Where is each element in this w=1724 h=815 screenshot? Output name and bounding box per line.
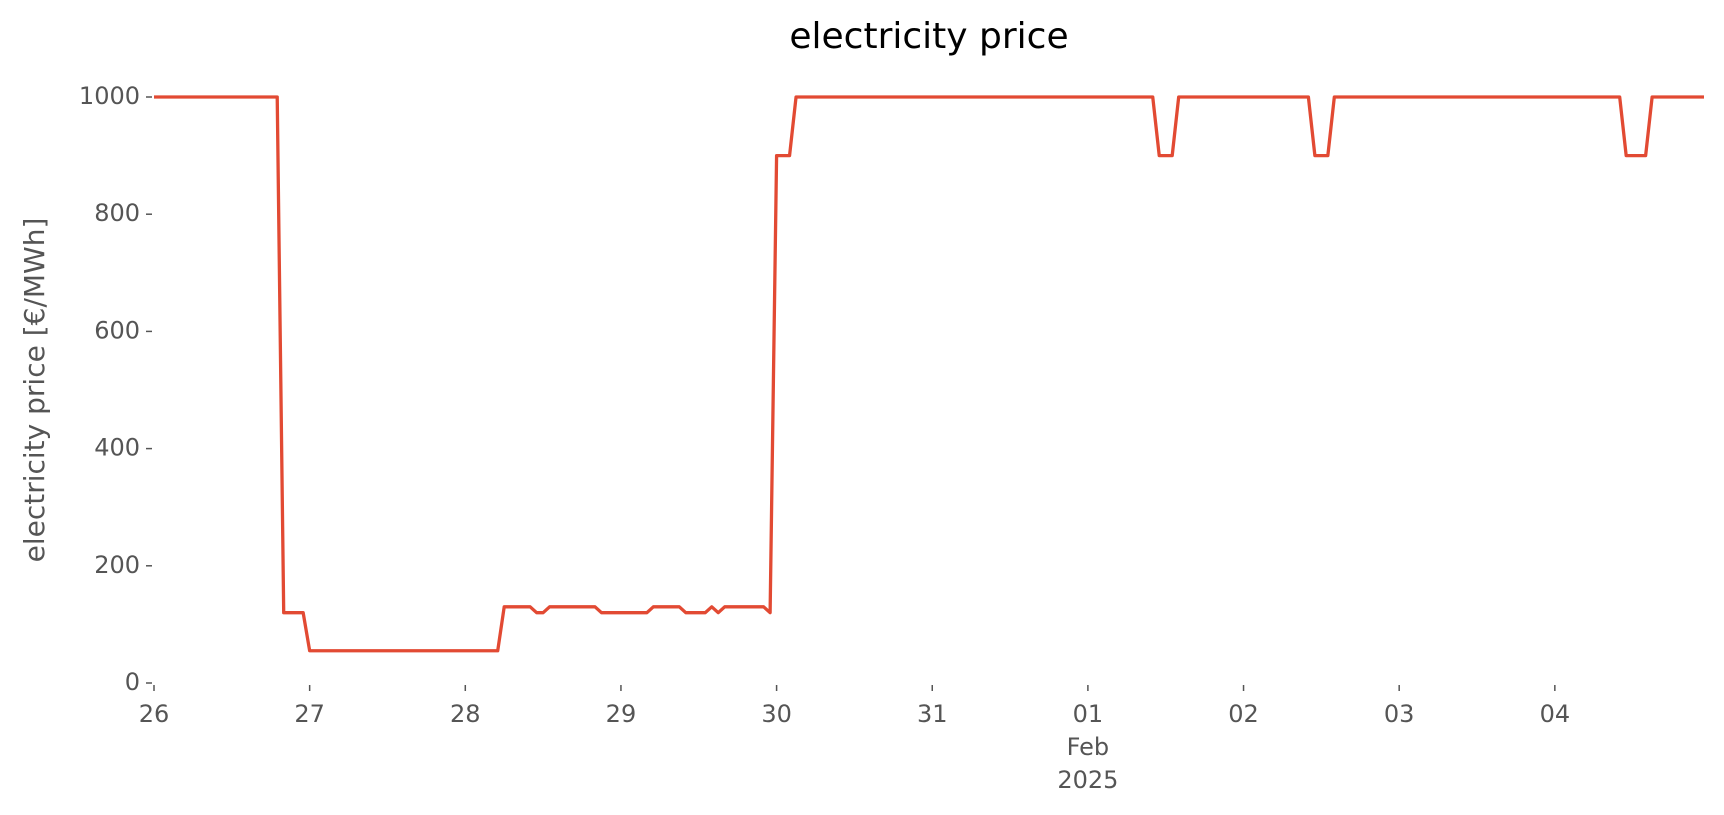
x-tick-label: 03	[1384, 700, 1415, 728]
y-tick-label: 1000	[79, 82, 140, 110]
x-tick-label: 02	[1228, 700, 1259, 728]
y-axis-label: electricity price [€/MWh]	[18, 218, 51, 563]
chart-title: electricity price	[789, 16, 1068, 57]
y-tick-label: 800	[94, 199, 140, 227]
x-tick-label: 27	[294, 700, 325, 728]
line	[154, 95, 1704, 653]
y-tick-label: 400	[94, 434, 140, 462]
x-tick-label: 26	[139, 700, 170, 728]
y-tick-label: 600	[94, 316, 140, 344]
y-tick-label: 200	[94, 551, 140, 579]
x-tick-label: 31	[917, 700, 948, 728]
x-tick-label: 28	[450, 700, 481, 728]
x-tick-label: 01 Feb 2025	[1057, 700, 1118, 794]
x-tick-label: 30	[761, 700, 792, 728]
x-tick-label: 29	[606, 700, 637, 728]
x-tick-label: 04	[1540, 700, 1571, 728]
y-tick-label: 0	[125, 668, 140, 696]
